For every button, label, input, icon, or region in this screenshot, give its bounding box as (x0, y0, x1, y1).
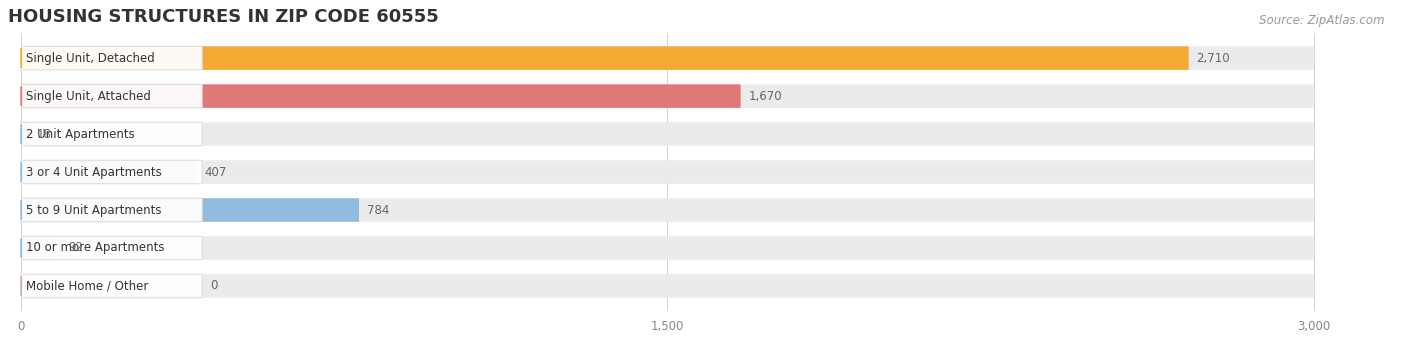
Text: Mobile Home / Other: Mobile Home / Other (25, 280, 148, 293)
FancyBboxPatch shape (21, 198, 202, 222)
FancyBboxPatch shape (21, 198, 359, 222)
FancyBboxPatch shape (21, 122, 202, 146)
Text: 407: 407 (204, 165, 226, 179)
Text: 2,710: 2,710 (1197, 51, 1230, 65)
Text: 92: 92 (69, 241, 83, 254)
FancyBboxPatch shape (21, 198, 1313, 222)
FancyBboxPatch shape (21, 84, 1313, 108)
FancyBboxPatch shape (21, 236, 60, 260)
FancyBboxPatch shape (21, 84, 202, 108)
FancyBboxPatch shape (21, 274, 1313, 298)
FancyBboxPatch shape (21, 84, 741, 108)
Text: 1,670: 1,670 (748, 90, 782, 103)
FancyBboxPatch shape (21, 46, 1188, 70)
Text: 18: 18 (37, 128, 52, 140)
Text: Single Unit, Attached: Single Unit, Attached (25, 90, 150, 103)
FancyBboxPatch shape (21, 122, 1313, 146)
Text: Source: ZipAtlas.com: Source: ZipAtlas.com (1260, 14, 1385, 27)
FancyBboxPatch shape (21, 236, 1313, 260)
Text: 10 or more Apartments: 10 or more Apartments (25, 241, 165, 254)
Text: 0: 0 (209, 280, 218, 293)
FancyBboxPatch shape (21, 160, 202, 184)
FancyBboxPatch shape (21, 122, 30, 146)
FancyBboxPatch shape (21, 236, 202, 260)
Text: 784: 784 (367, 204, 389, 217)
FancyBboxPatch shape (21, 46, 1313, 70)
Text: 3 or 4 Unit Apartments: 3 or 4 Unit Apartments (25, 165, 162, 179)
FancyBboxPatch shape (21, 274, 202, 298)
Text: 5 to 9 Unit Apartments: 5 to 9 Unit Apartments (25, 204, 162, 217)
FancyBboxPatch shape (21, 160, 1313, 184)
FancyBboxPatch shape (21, 46, 202, 70)
Text: HOUSING STRUCTURES IN ZIP CODE 60555: HOUSING STRUCTURES IN ZIP CODE 60555 (8, 8, 439, 26)
Text: 2 Unit Apartments: 2 Unit Apartments (25, 128, 135, 140)
FancyBboxPatch shape (21, 160, 197, 184)
Text: Single Unit, Detached: Single Unit, Detached (25, 51, 155, 65)
